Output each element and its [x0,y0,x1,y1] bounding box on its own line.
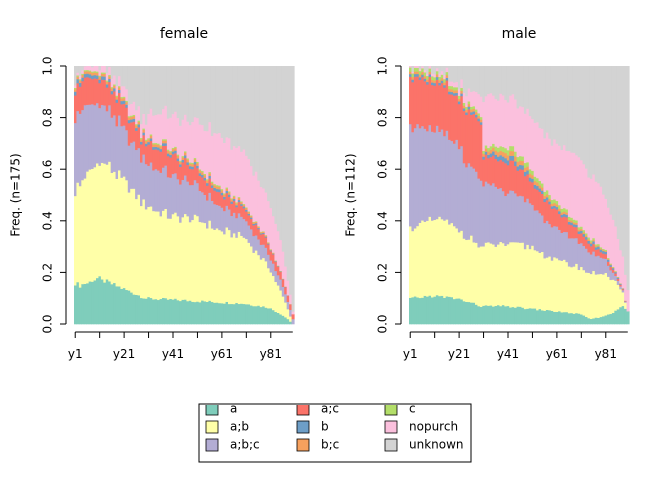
legend-item-nopurch: nopurch [385,420,458,434]
legend-label: a;b [230,420,249,434]
y-tick-label: 0.2 [41,263,55,282]
column-90 [292,66,295,324]
x-tick-label: y81 [595,347,617,361]
segment-unknown [627,66,630,290]
legend-swatch [385,439,397,451]
y-tick-label: 0.8 [376,108,390,127]
panel-title: female [160,26,208,42]
legend-swatch [206,421,218,433]
x-tick-label: y61 [211,347,233,361]
column-90 [627,66,630,324]
legend-label: a;b;c [230,438,260,452]
segment-a;b;c [292,319,295,324]
segment-a [627,311,630,324]
legend-swatch [297,439,309,451]
x-tick-label: y61 [546,347,568,361]
legend-swatch [206,439,218,451]
y-tick-label: 0.0 [376,314,390,333]
y-tick-label: 0.4 [41,211,55,230]
legend-label: unknown [409,438,464,452]
y-axis-label: Freq. (n=112) [344,153,358,236]
legend-swatch [385,421,397,433]
y-tick-label: 0.0 [41,314,55,333]
x-tick-label: y1 [403,347,418,361]
x-tick-label: y21 [113,347,135,361]
legend-label: b;c [321,438,339,452]
x-tick-label: y81 [260,347,282,361]
y-tick-label: 0.8 [41,108,55,127]
x-tick-label: y1 [68,347,83,361]
segment-a;c [292,314,295,319]
panel-title: male [502,26,537,42]
y-tick-label: 1.0 [41,56,55,75]
legend-swatch [297,421,309,433]
legend-label: nopurch [409,420,458,434]
panel-female: female 0.0 0.2 0.4 0.6 0.8 1.0 Freq. (n=175) y1 y… [9,26,295,361]
segment-nopurch [292,311,295,314]
y-tick-label: 0.2 [376,263,390,282]
y-tick-label: 1.0 [376,56,390,75]
panel-male: male 0.0 0.2 0.4 0.6 0.8 1.0 Freq. (n=112) y1 y21… [344,26,630,361]
legend-label: b [321,420,329,434]
legend-item-unknown: unknown [385,438,464,452]
x-tick-label: y41 [162,347,184,361]
y-tick-label: 0.6 [376,160,390,179]
legend-item-a;b;c: a;b;c [206,438,260,452]
y-axis-label: Freq. (n=175) [9,153,23,236]
segment-unknown [292,66,295,312]
y-tick-label: 0.4 [376,211,390,230]
x-tick-label: y41 [497,347,519,361]
x-tick-label: y21 [448,347,470,361]
y-tick-label: 0.6 [41,160,55,179]
segment-nopurch [627,290,630,312]
